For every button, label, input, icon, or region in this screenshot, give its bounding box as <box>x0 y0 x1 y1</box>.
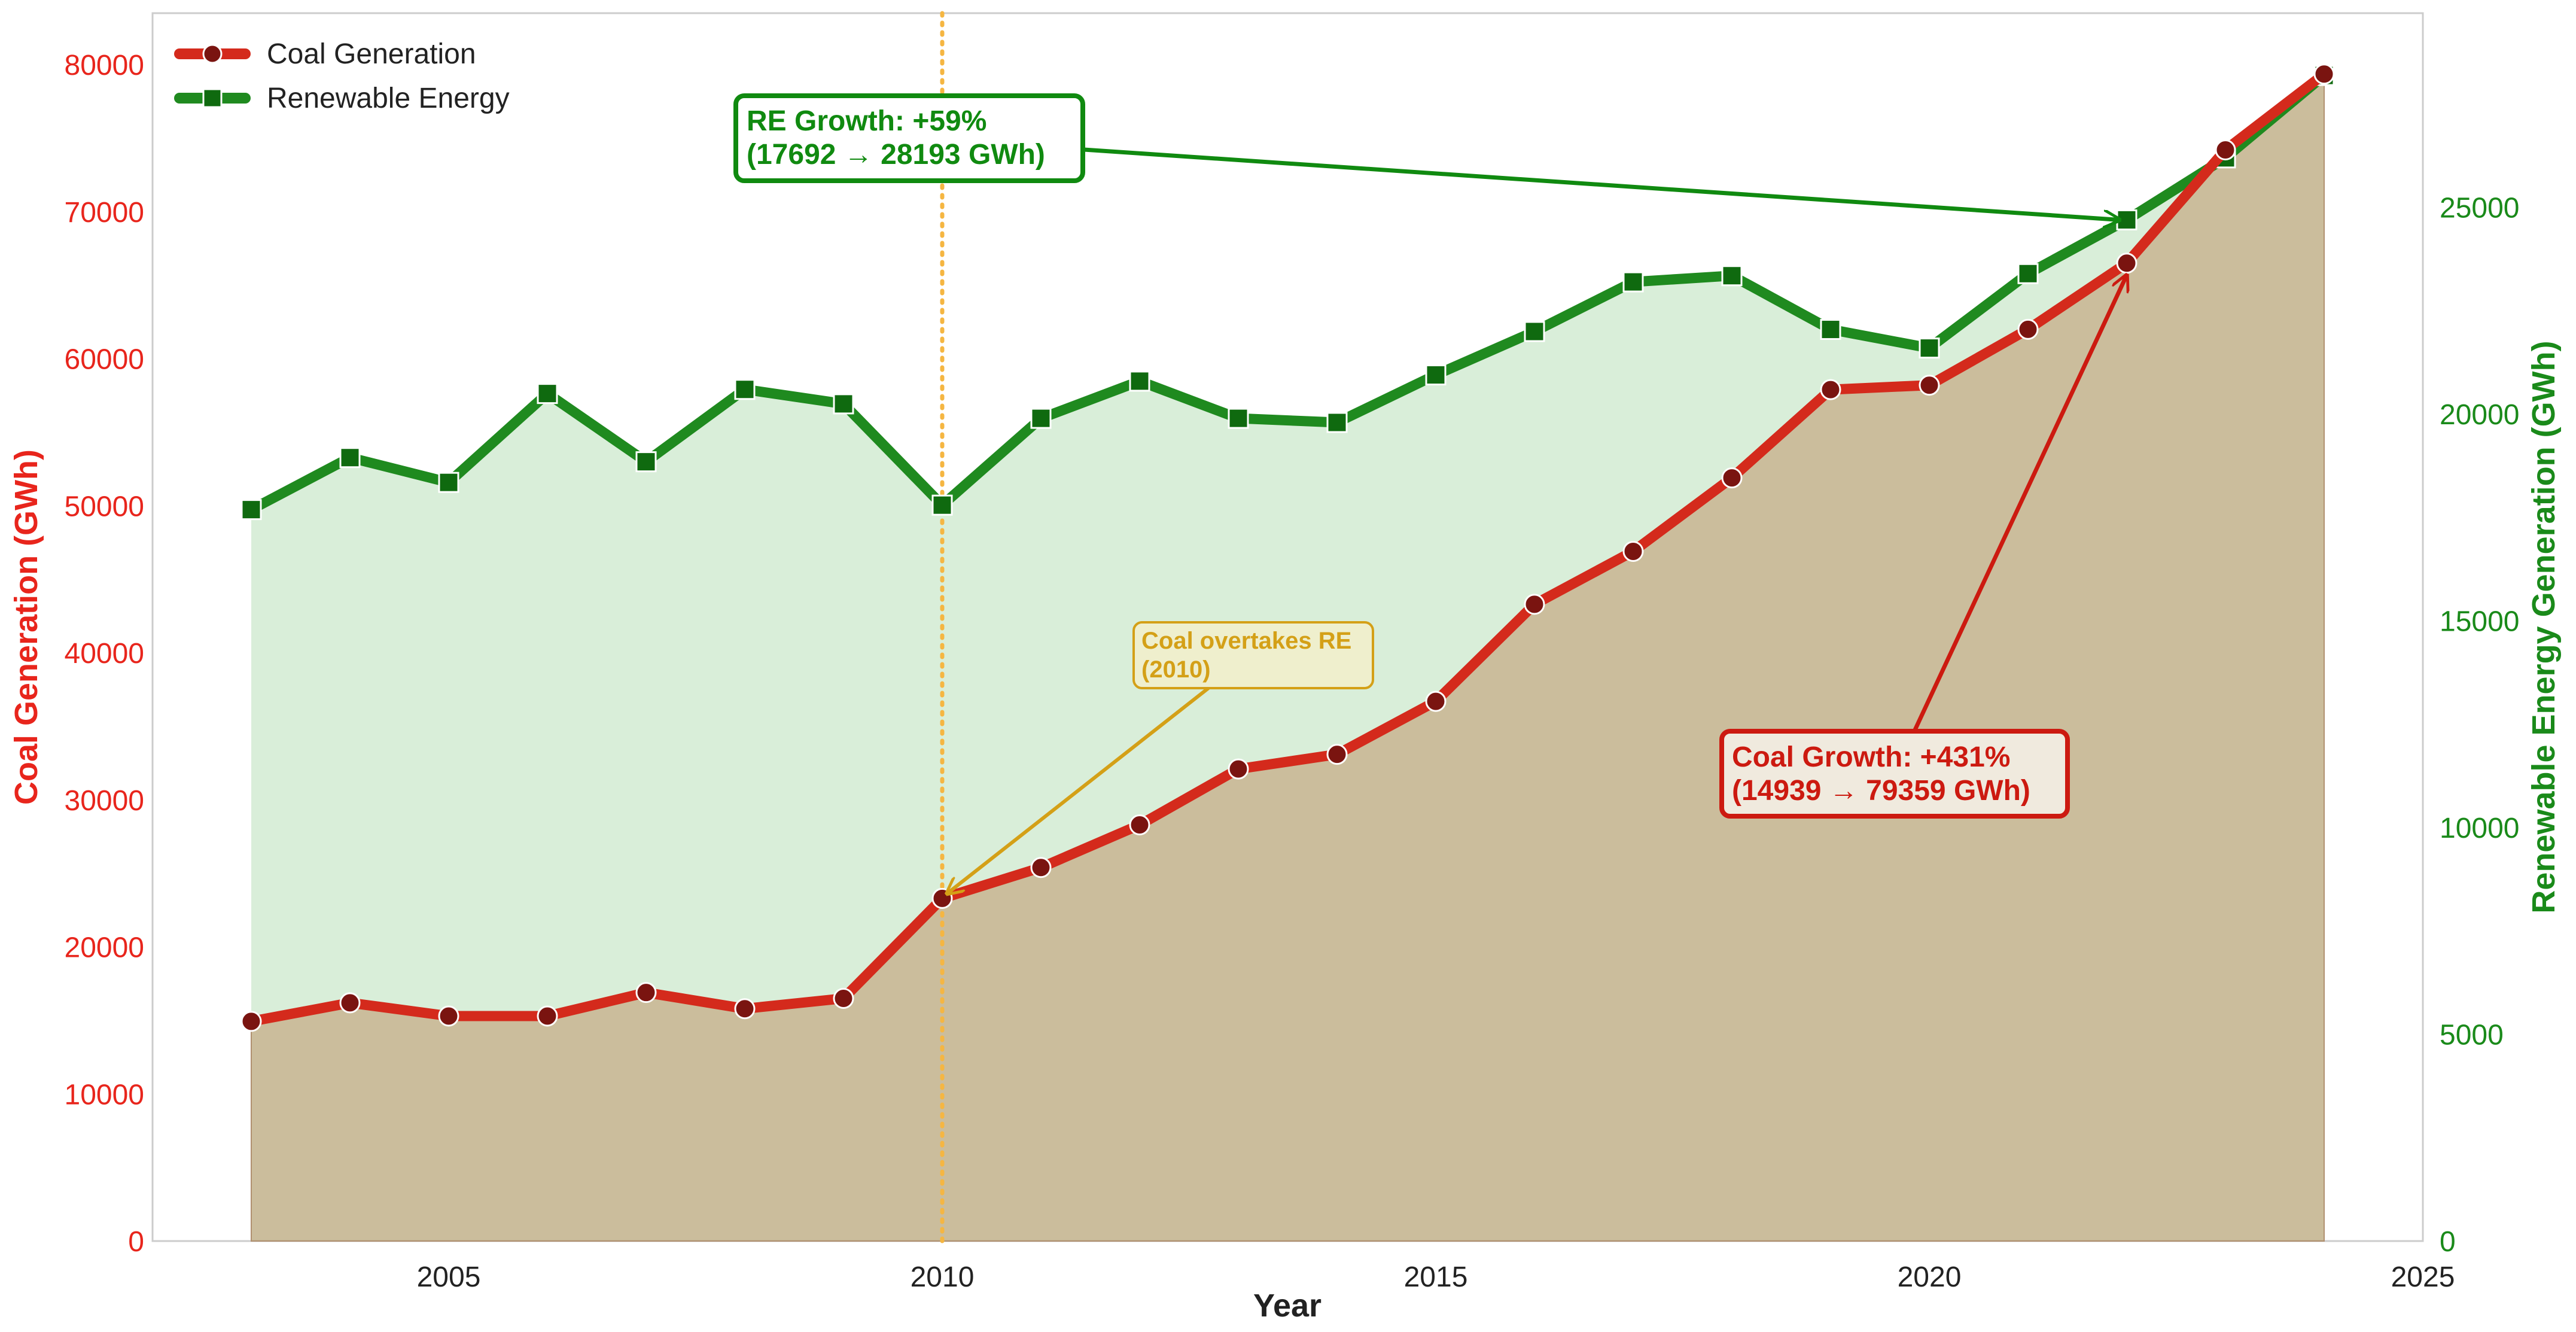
renewable-energy-point <box>1721 265 1743 287</box>
right-y-tick-label: 15000 <box>2440 606 2519 638</box>
annotation-text: Coal Growth: +431% <box>1732 741 2010 773</box>
right-y-tick-label: 25000 <box>2440 193 2519 224</box>
coal-generation-point <box>339 992 361 1014</box>
annotation-text: Coal overtakes RE <box>1141 628 1351 654</box>
renewable-energy-point <box>931 494 953 516</box>
coal-generation-point <box>1326 744 1348 765</box>
annotation-text: RE Growth: +59% <box>747 105 986 137</box>
annotation-text: (2010) <box>1141 656 1211 683</box>
right-y-axis-label: Renewable Energy Generation (GWh) <box>2526 340 2562 913</box>
left-y-tick-label: 50000 <box>65 491 144 522</box>
annotation-arrow <box>1912 275 2127 732</box>
renewable-energy-line <box>246 70 2330 515</box>
left-y-tick-label: 80000 <box>65 50 144 81</box>
x-tick-label: 2015 <box>1404 1261 1468 1293</box>
annotations: RE Growth: +59%(17692 → 28193 GWh) Coal o… <box>733 93 2127 893</box>
coal-generation-point <box>2215 139 2236 161</box>
coal-generation-point <box>1030 857 1052 878</box>
x-axis-ticks: 2005 2010 2015 2020 2025 <box>417 1261 2455 1293</box>
left-y-tick-label: 10000 <box>65 1079 144 1111</box>
left-y-tick-label: 20000 <box>65 932 144 964</box>
legend: Coal Generation Renewable Energy <box>174 38 510 114</box>
right-y-tick-label: 5000 <box>2440 1020 2504 1051</box>
coal-generation-point <box>1721 467 1743 489</box>
coal-generation-point <box>1129 814 1150 836</box>
renewable-energy-point <box>1030 407 1052 429</box>
coal-generation-point <box>2313 63 2335 85</box>
right-y-axis-ticks: 0 5000 10000 15000 20000 25000 <box>2440 193 2519 1258</box>
coal-generation-point <box>240 1011 262 1032</box>
coal-generation-point <box>1622 540 1644 562</box>
renewable-energy-point <box>734 379 756 400</box>
right-y-tick-label: 20000 <box>2440 399 2519 431</box>
left-y-axis-ticks: 0 10000 20000 30000 40000 50000 60000 70000 8000… <box>65 50 144 1258</box>
coal-generation-point <box>1820 379 1841 400</box>
renewable-energy-point <box>1228 407 1249 429</box>
renewable-energy-point <box>1425 364 1447 386</box>
left-y-tick-label: 0 <box>128 1226 144 1258</box>
coal-generation-point <box>635 982 657 1003</box>
renewable-energy-point <box>1919 337 1940 359</box>
renewable-energy-point <box>339 447 361 469</box>
annotation-box <box>733 93 1085 183</box>
right-y-tick-label: 10000 <box>2440 813 2519 844</box>
renewable-energy-point <box>1129 370 1150 392</box>
x-tick-label: 2010 <box>911 1261 975 1293</box>
annotation-box <box>1132 621 1374 689</box>
renewable-energy-point <box>438 472 459 493</box>
coal-generation-point <box>2017 318 2039 340</box>
coal-generation-point <box>1524 594 1545 615</box>
coal-generation-line <box>246 69 2330 1027</box>
coal-generation-point <box>1228 758 1249 780</box>
renewable-energy-point <box>2116 209 2137 230</box>
annotation-text: (17692 → 28193 GWh) <box>747 139 1045 171</box>
renewable-energy-point <box>1622 271 1644 293</box>
coal-generation-series <box>240 63 2335 1032</box>
coal-generation-point <box>734 998 756 1020</box>
coal-generation-point <box>1425 691 1447 712</box>
renewable-energy-series <box>240 65 2335 521</box>
renewable-energy-point <box>1820 319 1841 340</box>
left-y-tick-label: 60000 <box>65 344 144 376</box>
x-tick-label: 2020 <box>1898 1261 1962 1293</box>
renewable-energy-point <box>240 499 262 521</box>
renewable-energy-point <box>1326 412 1348 433</box>
coal-generation-point <box>438 1005 459 1027</box>
coal-generation-point <box>537 1005 558 1027</box>
left-y-axis-label: Coal Generation (GWh) <box>8 449 44 805</box>
left-y-tick-label: 40000 <box>65 638 144 670</box>
legend-re-marker <box>202 88 223 108</box>
coal-generation-point <box>2116 253 2137 274</box>
coal-generation-point <box>1919 375 1940 396</box>
x-tick-label: 2005 <box>417 1261 481 1293</box>
renewable-energy-point <box>635 451 657 473</box>
annotation-arrow <box>947 686 1210 893</box>
annotation-text: (14939 → 79359 GWh) <box>1732 775 2030 807</box>
renewable-energy-point <box>1524 321 1545 342</box>
left-y-tick-label: 30000 <box>65 785 144 817</box>
renewable-energy-point <box>2017 263 2039 284</box>
right-y-tick-label: 0 <box>2440 1226 2456 1258</box>
x-axis-label: Year <box>1253 1288 1322 1324</box>
legend-coal-label: Coal Generation <box>267 38 476 70</box>
legend-re-label: Renewable Energy <box>267 83 510 114</box>
legend-coal-marker <box>202 44 223 64</box>
annotation-arrow <box>1083 147 2120 220</box>
x-tick-label: 2025 <box>2391 1261 2455 1293</box>
annotation-box <box>1719 729 2070 819</box>
coal-generation-point <box>833 988 854 1009</box>
renewable-energy-point <box>537 383 558 405</box>
renewable-energy-point <box>833 393 854 415</box>
left-y-tick-label: 70000 <box>65 197 144 229</box>
